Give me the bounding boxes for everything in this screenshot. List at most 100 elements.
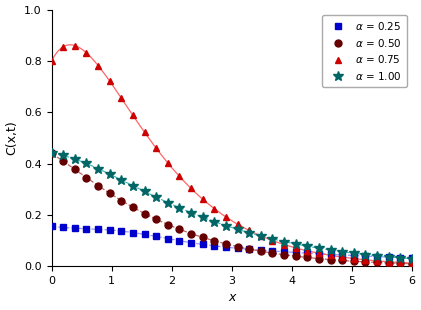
α = 0.75 [386,260,391,264]
α = 0.25 [235,246,240,250]
α = 0.75 [142,131,147,134]
α = 0.75 [351,257,356,260]
α = 0.25 [49,224,54,228]
α = 0.50 [107,191,112,195]
α = 1.00 [119,178,124,182]
α = 1.00 [235,228,240,231]
α = 0.75 [154,146,159,150]
Legend: $\alpha$ = 0.25, $\alpha$ = 0.50, $\alpha$ = 0.75, $\alpha$ = 1.00: $\alpha$ = 0.25, $\alpha$ = 0.50, $\alph… [322,15,407,87]
α = 0.50 [224,242,229,246]
α = 1.00 [212,220,217,224]
α = 0.25 [247,247,252,251]
α = 0.25 [305,251,310,255]
α = 0.25 [72,226,77,230]
α = 0.75 [177,175,182,178]
α = 0.50 [328,258,333,261]
α = 0.50 [293,254,298,258]
α = 0.50 [119,199,124,202]
α = 0.50 [375,261,380,264]
α = 0.25 [212,244,217,248]
α = 0.75 [212,207,217,210]
α = 0.25 [189,241,194,245]
α = 1.00 [107,172,112,176]
α = 0.25 [386,255,391,259]
α = 0.25 [154,235,159,238]
α = 1.00 [398,256,403,260]
α = 0.75 [165,161,171,165]
α = 0.75 [375,259,380,263]
α = 0.75 [317,251,322,255]
α = 0.75 [235,222,240,226]
α = 0.25 [409,256,414,260]
α = 0.25 [61,226,66,229]
α = 0.75 [398,261,403,264]
α = 0.75 [107,79,112,83]
α = 1.00 [154,195,159,199]
α = 1.00 [177,206,182,210]
α = 0.50 [386,261,391,265]
α = 0.50 [96,184,101,188]
α = 1.00 [224,224,229,228]
Line: α = 1.00: α = 1.00 [47,148,417,264]
α = 0.50 [351,259,356,263]
α = 0.25 [177,239,182,243]
α = 0.75 [200,197,205,201]
α = 1.00 [49,151,54,155]
α = 0.75 [49,59,54,63]
α = 1.00 [351,251,356,255]
α = 1.00 [328,248,333,252]
α = 0.50 [177,228,182,231]
α = 0.75 [258,234,264,238]
α = 0.75 [247,229,252,232]
Y-axis label: C(x,t): C(x,t) [5,121,19,155]
α = 1.00 [131,184,136,188]
Line: α = 0.25: α = 0.25 [49,224,415,261]
α = 0.50 [49,151,54,155]
α = 0.25 [398,256,403,259]
α = 0.50 [200,236,205,239]
α = 0.50 [84,176,89,179]
α = 0.25 [293,250,298,254]
α = 1.00 [165,201,171,204]
α = 0.50 [282,253,287,257]
α = 0.50 [212,239,217,243]
α = 1.00 [258,234,264,238]
α = 0.75 [84,51,89,55]
α = 1.00 [282,240,287,243]
α = 0.50 [258,249,264,253]
α = 1.00 [409,257,414,261]
α = 0.25 [165,237,171,241]
α = 0.50 [247,247,252,251]
α = 1.00 [61,153,66,157]
α = 0.75 [131,114,136,117]
Line: α = 0.75: α = 0.75 [48,42,416,267]
α = 1.00 [270,237,275,241]
α = 0.75 [282,243,287,246]
α = 0.25 [142,232,147,236]
α = 1.00 [200,215,205,219]
α = 0.50 [398,262,403,265]
α = 1.00 [305,244,310,248]
α = 1.00 [84,162,89,165]
α = 0.75 [363,258,368,262]
α = 0.50 [72,167,77,171]
α = 0.25 [282,250,287,254]
α = 0.25 [375,255,380,259]
α = 0.75 [96,64,101,67]
α = 0.50 [154,217,159,221]
α = 1.00 [72,157,77,161]
α = 0.25 [119,229,124,233]
α = 0.25 [96,228,101,231]
α = 0.25 [258,248,264,252]
α = 0.75 [328,254,333,257]
α = 0.50 [363,260,368,264]
α = 0.50 [409,262,414,266]
α = 0.50 [142,212,147,215]
α = 0.25 [224,245,229,249]
α = 0.25 [200,242,205,246]
X-axis label: x: x [228,291,235,304]
α = 1.00 [247,231,252,235]
α = 0.25 [270,249,275,253]
α = 0.50 [235,245,240,249]
α = 0.75 [293,246,298,250]
